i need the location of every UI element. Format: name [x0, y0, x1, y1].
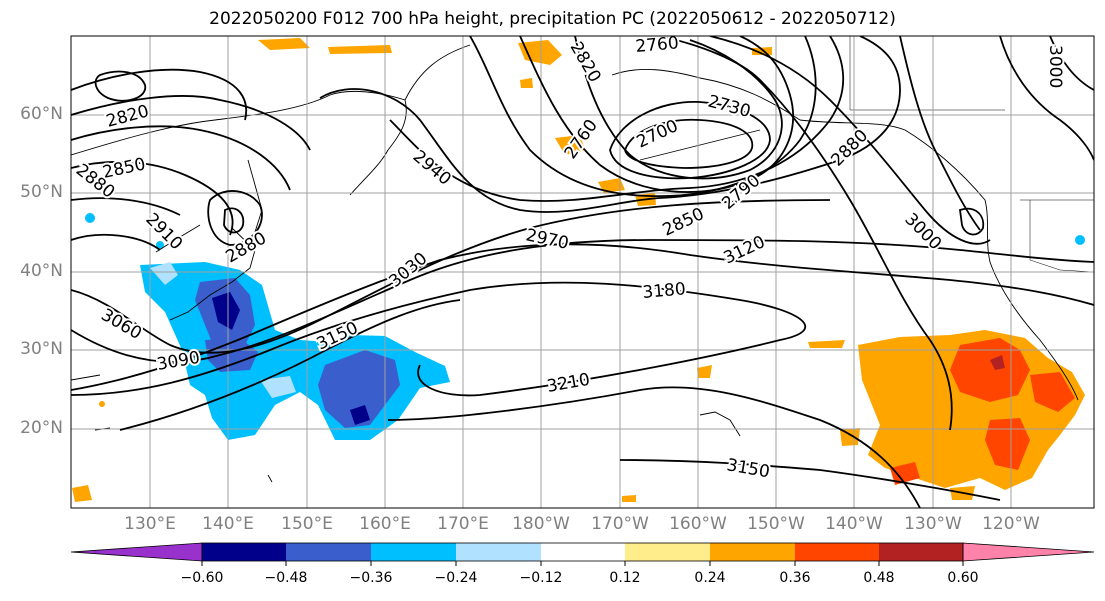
colorbar-tick-label: −0.36: [349, 570, 393, 586]
latitude-label: 60°N: [20, 104, 63, 124]
colorbar-tick-label: −0.12: [519, 570, 563, 586]
colorbar-segment: [625, 543, 710, 561]
latitude-label: 50°N: [20, 182, 63, 202]
colorbar-outline: [201, 542, 964, 562]
contour-label: 2760: [635, 33, 680, 57]
colorbar-segment: [371, 543, 456, 561]
map-frame: [70, 35, 1095, 509]
colorbar-extend-low: [70, 542, 203, 562]
colorbar-tick-label: −0.48: [264, 570, 308, 586]
colorbar-tick-label: 0.60: [947, 570, 979, 586]
longitude-label: 130°E: [124, 514, 176, 534]
longitude-label: 140°E: [202, 514, 254, 534]
colorbar-tick-label: 0.36: [779, 570, 811, 586]
longitude-label: 170°W: [591, 514, 649, 534]
map-title: 2022050200 F012 700 hPa height, precipit…: [209, 9, 896, 29]
contour-label: 3180: [642, 279, 687, 303]
latitude-label: 20°N: [20, 418, 63, 438]
colorbar-segment: [710, 543, 795, 561]
positive-precip-region: [72, 38, 1085, 502]
longitude-label: 170°E: [437, 514, 489, 534]
negative-precip-region: [85, 213, 1085, 440]
latitude-label: 40°N: [20, 261, 63, 281]
longitude-label: 150°E: [281, 514, 333, 534]
contour-label: 3000: [1045, 45, 1065, 88]
longitude-label: 160°E: [359, 514, 411, 534]
longitude-label: 160°W: [669, 514, 727, 534]
colorbar-tick-label: −0.24: [434, 570, 478, 586]
colorbar-segment: [202, 543, 286, 561]
colorbar-extend-high: [962, 542, 1095, 562]
height-contours: [71, 36, 1094, 508]
colorbar-tick-label: −0.60: [180, 570, 224, 586]
longitude-label: 130°W: [904, 514, 962, 534]
colorbar-segment: [879, 543, 963, 561]
colorbar-tick-label: 0.24: [694, 570, 726, 586]
colorbar-tick-label: 0.12: [609, 570, 641, 586]
longitude-label: 120°W: [982, 514, 1040, 534]
colorbar-segment: [795, 543, 879, 561]
colorbar-segment: [456, 543, 541, 561]
colorbar-segment: [286, 543, 371, 561]
longitude-label: 140°W: [825, 514, 883, 534]
longitude-label: 180°W: [512, 514, 570, 534]
colorbar-segment: [541, 543, 625, 561]
colorbar-tick-label: 0.48: [863, 570, 895, 586]
colorbar: [70, 542, 1095, 566]
latitude-label: 30°N: [20, 339, 63, 359]
longitude-label: 150°W: [747, 514, 805, 534]
borders: [849, 36, 1094, 273]
